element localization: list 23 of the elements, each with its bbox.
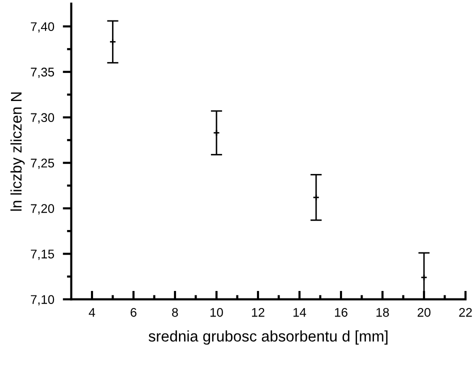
x-tick-label: 20	[418, 308, 430, 317]
point	[213, 129, 220, 136]
x-tick-label: 10	[210, 308, 223, 317]
y-axis-title: ln liczby zliczen N	[10, 92, 25, 211]
y-tick-label: 7,25	[30, 158, 54, 169]
y-tick-label: 7,30	[30, 113, 54, 124]
x-tick-label: 16	[335, 308, 348, 317]
x-tick-label: 18	[376, 308, 389, 317]
point	[420, 274, 428, 281]
point	[109, 38, 116, 46]
x-tick-label: 6	[130, 308, 136, 317]
y-tick-label: 7,35	[30, 68, 54, 78]
x-tick-label: 22	[459, 308, 472, 317]
point	[312, 194, 320, 201]
x-tick-label: 4	[88, 308, 96, 317]
y-tick-label: 7,20	[30, 204, 54, 214]
y-tick-label: 7,15	[30, 250, 54, 260]
x-tick-label: 8	[172, 308, 178, 317]
x-tick-label: 14	[294, 308, 306, 317]
y-tick-label: 7,40	[30, 22, 54, 33]
y-tick-label: 7,10	[30, 295, 54, 306]
x-axis-title: srednia grubosc absorbentu d [mm]	[148, 330, 388, 345]
x-tick-label: 12	[252, 308, 264, 317]
